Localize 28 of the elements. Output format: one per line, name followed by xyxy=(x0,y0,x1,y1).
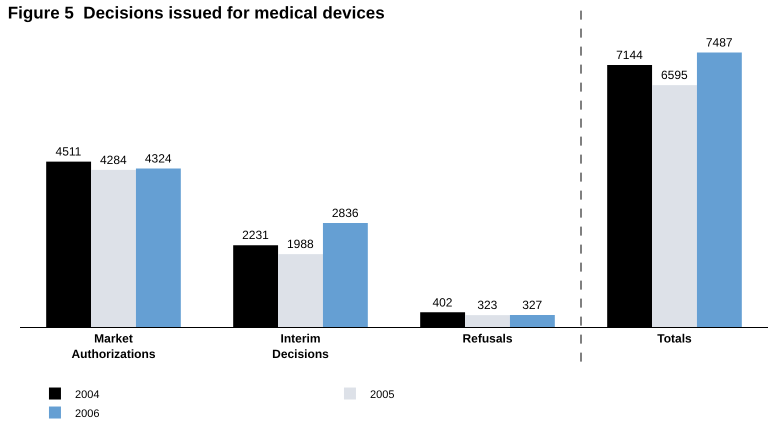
legend-label: 2004 xyxy=(74,388,100,401)
bar xyxy=(278,254,323,327)
chart-title: Figure 5 Decisions issued for medical devices xyxy=(8,3,385,22)
bar xyxy=(322,223,368,327)
x-tick-label: Refusals xyxy=(462,331,513,346)
bar xyxy=(136,168,181,327)
bar xyxy=(652,85,697,327)
legend-label: 2005 xyxy=(370,388,394,401)
data-label: 323 xyxy=(477,298,498,312)
bar xyxy=(465,315,510,327)
x-tick-label: Market Authorizations xyxy=(72,331,156,361)
data-label: 4324 xyxy=(144,151,172,166)
x-tick-label: Totals xyxy=(657,331,692,346)
data-label: 4284 xyxy=(100,152,128,167)
data-label: 2231 xyxy=(242,228,270,242)
data-label: 6595 xyxy=(660,68,688,82)
data-label: 1988 xyxy=(286,237,314,252)
data-label: 2836 xyxy=(332,206,359,220)
bar xyxy=(696,52,742,327)
x-tick-label: Interim Decisions xyxy=(272,331,330,361)
bar xyxy=(91,170,136,327)
data-label: 4511 xyxy=(56,144,82,159)
data-label: 7487 xyxy=(706,35,733,50)
legend-label: 2006 xyxy=(74,408,100,420)
data-label: 327 xyxy=(522,298,543,312)
data-label: 402 xyxy=(432,295,453,310)
data-label: 7144 xyxy=(616,48,644,62)
bar xyxy=(510,315,555,327)
